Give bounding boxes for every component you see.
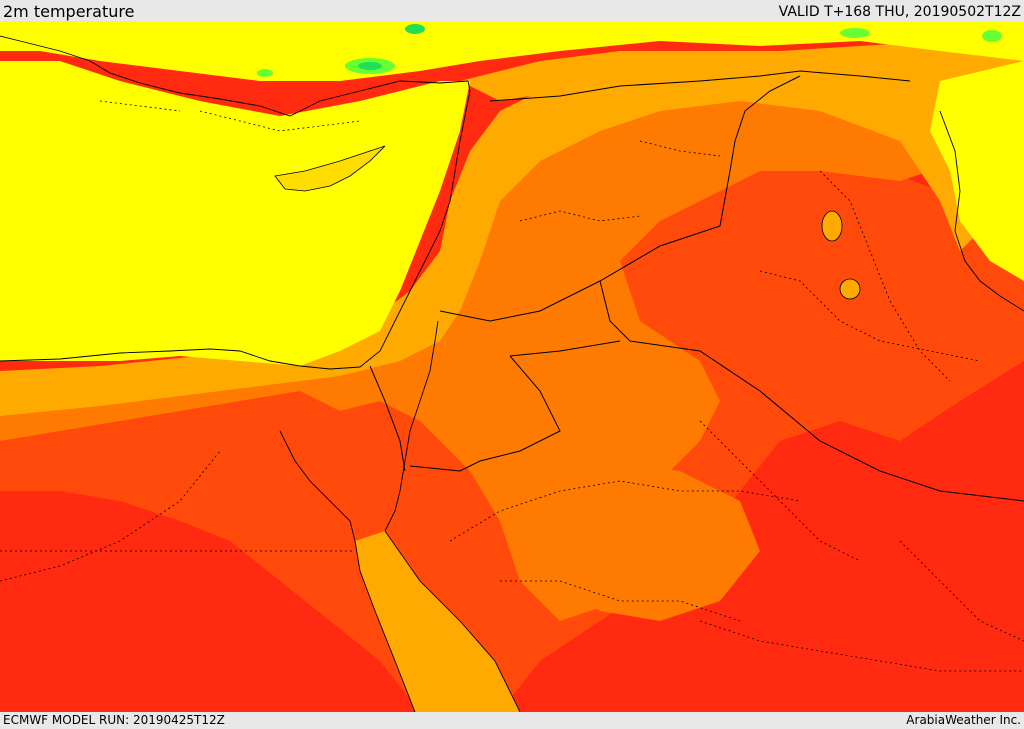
zone-orange-turkey [460, 41, 1024, 171]
coastlines [0, 35, 1024, 712]
map-canvas [0, 21, 1024, 712]
zone-turkey-yellow [0, 21, 1024, 81]
cool-patch-3 [405, 24, 425, 34]
zone-warm-orange [0, 61, 960, 621]
lake-tharthar [821, 210, 843, 242]
country-borders [369, 70, 1024, 502]
field-title: 2m temperature [3, 2, 135, 21]
temperature-map[interactable] [0, 21, 1024, 712]
cool-patch-4 [257, 69, 273, 77]
zone-red-sea [355, 531, 520, 712]
model-run: ECMWF MODEL RUN: 20190425T12Z [3, 713, 225, 727]
zone-zagros-yellow [930, 61, 1024, 281]
cyprus [274, 145, 386, 192]
province-borders [0, 100, 1024, 672]
bottom-bar: ECMWF MODEL RUN: 20190425T12Z ArabiaWeat… [0, 712, 1024, 729]
cool-patch-5 [840, 28, 870, 38]
cool-patch-6 [982, 30, 1002, 42]
zone-mediterranean [0, 61, 470, 366]
provider-credit: ArabiaWeather Inc. [906, 713, 1021, 727]
top-bar: 2m temperature VALID T+168 THU, 20190502… [0, 0, 1024, 21]
zone-warm-orange-arabia [520, 461, 760, 621]
cool-patch-2 [358, 62, 382, 70]
valid-time: VALID T+168 THU, 20190502T12Z [778, 4, 1021, 20]
lake-razazza [839, 278, 861, 300]
